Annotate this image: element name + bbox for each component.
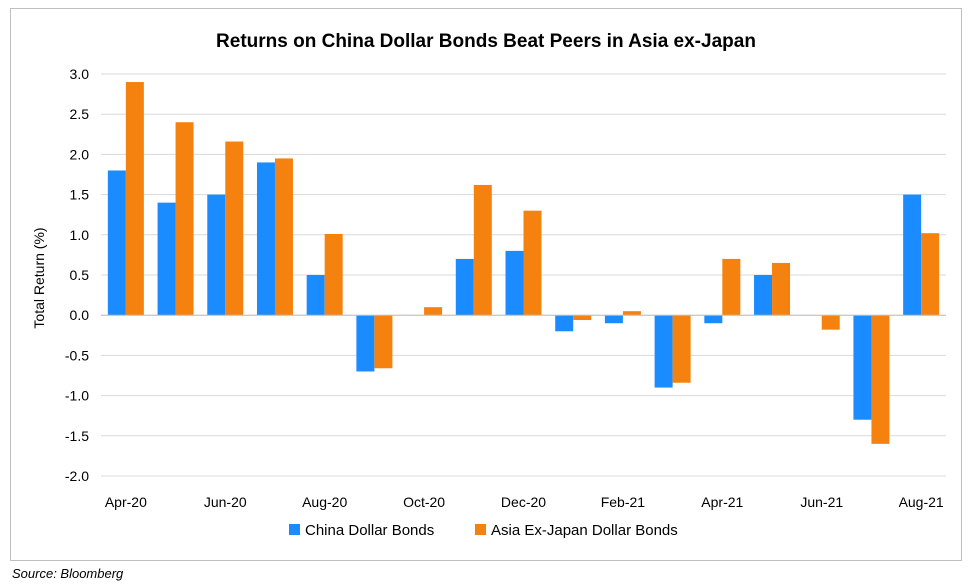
y-tick-label: 3.0 [70,66,90,82]
y-tick-label: 0.0 [70,307,90,323]
y-tick-label: -1.0 [65,388,89,404]
legend-swatch-asia-ex-japan [475,524,486,535]
y-tick-label: 2.0 [70,146,90,162]
bar-asia-ex-japan-nov-20 [473,184,492,316]
bar-china-jul-20 [256,162,275,316]
bar-asia-ex-japan-aug-21 [921,233,940,316]
bar-asia-ex-japan-may-21 [772,262,791,316]
y-tick-label: -0.5 [65,347,89,363]
bar-asia-ex-japan-jul-21 [871,315,890,444]
legend-label-china: China Dollar Bonds [305,522,434,539]
bar-china-may-20 [157,202,176,316]
bar-china-aug-20 [306,275,325,316]
bar-china-mar-21 [654,315,673,388]
legend-label-asia-ex-japan: Asia Ex-Japan Dollar Bonds [491,522,678,539]
bar-china-jul-21 [853,315,872,420]
y-tick-label: -2.0 [65,468,89,484]
x-tick-label: Apr-20 [105,494,147,510]
bar-china-may-21 [754,275,773,316]
bar-china-apr-21 [704,315,723,324]
bar-china-nov-20 [455,258,474,316]
bar-china-dec-20 [505,250,524,316]
bar-china-feb-21 [604,315,623,324]
bar-asia-ex-japan-apr-21 [722,258,741,316]
bar-asia-ex-japan-may-20 [175,122,194,316]
x-tick-label: Jun-20 [204,494,247,510]
bar-asia-ex-japan-sep-20 [374,315,393,369]
x-tick-label: Feb-21 [601,494,646,510]
bar-asia-ex-japan-jun-21 [821,315,840,330]
y-tick-label: 0.5 [70,267,90,283]
y-tick-label: 1.0 [70,227,90,243]
bar-asia-ex-japan-oct-20 [424,307,443,316]
bar-china-jun-20 [207,194,226,316]
bar-china-apr-20 [107,170,126,316]
bar-china-jan-21 [555,315,574,332]
x-tick-label: Dec-20 [501,494,546,510]
x-tick-label: Apr-21 [701,494,743,510]
chart-frame: Returns on China Dollar Bonds Beat Peers… [10,8,962,561]
bar-chart: Returns on China Dollar Bonds Beat Peers… [31,31,946,539]
x-tick-label: Aug-20 [302,494,347,510]
bar-asia-ex-japan-aug-20 [324,233,343,316]
legend-swatch-china [289,524,300,535]
bar-asia-ex-japan-dec-20 [523,210,542,316]
bar-asia-ex-japan-apr-20 [125,82,144,316]
source-note: Source: Bloomberg [12,566,124,581]
bar-asia-ex-japan-jul-20 [274,158,293,316]
bar-china-sep-20 [356,315,375,372]
y-axis-label: Total Return (%) [31,227,47,328]
x-tick-label: Aug-21 [899,494,944,510]
x-tick-label: Oct-20 [403,494,445,510]
y-tick-label: -1.5 [65,428,89,444]
bar-china-aug-21 [903,194,922,316]
y-tick-label: 1.5 [70,187,90,203]
bar-asia-ex-japan-jan-21 [573,315,592,321]
y-tick-label: 2.5 [70,106,90,122]
bar-asia-ex-japan-mar-21 [672,315,691,383]
x-tick-label: Jun-21 [800,494,843,510]
bar-asia-ex-japan-jun-20 [225,141,244,316]
bar-asia-ex-japan-feb-21 [622,311,641,316]
chart-title: Returns on China Dollar Bonds Beat Peers… [216,31,756,52]
